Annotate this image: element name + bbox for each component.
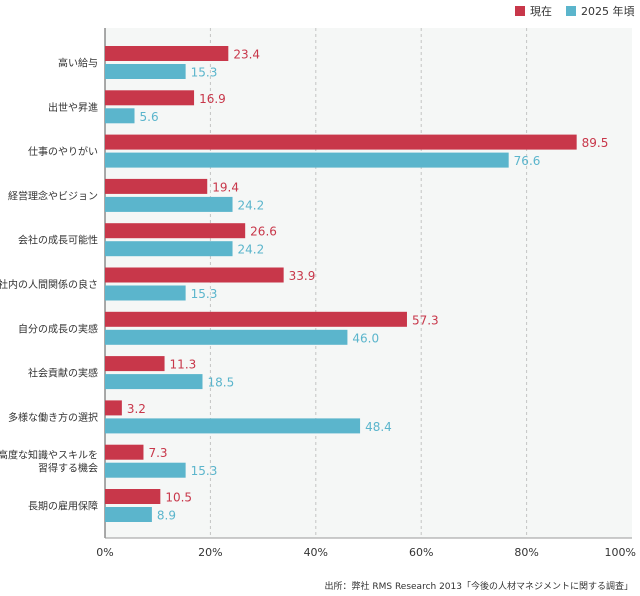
bar-future (105, 462, 186, 478)
data-label: 10.5 (165, 491, 192, 505)
plot-area (105, 28, 632, 538)
category-label: 高い給与 (58, 57, 98, 70)
category-label: 習得する機会 (38, 462, 98, 475)
data-label: 48.4 (365, 420, 392, 434)
data-label: 57.3 (412, 313, 439, 327)
data-label: 7.3 (148, 446, 167, 460)
bar-future (105, 507, 152, 522)
bar-current (105, 444, 144, 460)
data-label: 19.4 (212, 180, 239, 194)
bar-future (105, 329, 348, 345)
data-label: 11.3 (170, 358, 197, 372)
category-label: 自分の成長の実感 (18, 322, 98, 335)
bar-current (105, 90, 195, 106)
data-label: 5.6 (140, 110, 159, 124)
category-label: 経営理念やビジョン (8, 189, 98, 202)
data-label: 15.3 (191, 464, 218, 478)
bar-current (105, 356, 165, 372)
data-label: 23.4 (233, 48, 260, 62)
bar-current (105, 46, 229, 61)
data-label: 33.9 (289, 269, 316, 283)
legend-label: 2025 年頃 (581, 4, 635, 18)
data-label: 3.2 (127, 402, 146, 416)
data-label: 18.5 (207, 376, 234, 390)
legend-label: 現在 (530, 5, 552, 18)
x-tick-label: 0% (96, 546, 113, 559)
data-label: 8.9 (157, 509, 176, 523)
bar-current (105, 267, 284, 283)
bar-future (105, 374, 203, 390)
legend-swatch (515, 6, 525, 16)
bar-current (105, 223, 246, 239)
bar-future (105, 152, 509, 168)
data-label: 89.5 (582, 136, 609, 150)
category-label: 出世や昇進 (48, 101, 98, 114)
x-tick-label: 80% (514, 546, 538, 559)
bar-current (105, 489, 161, 504)
data-label: 76.6 (514, 154, 541, 168)
category-label: 高度な知識やスキルを (0, 449, 98, 462)
bar-future (105, 418, 361, 434)
data-label: 16.9 (199, 92, 226, 106)
category-label: 社会貢献の実感 (28, 367, 98, 380)
category-label: 長期の雇用保障 (28, 500, 98, 513)
category-label: 会社の成長可能性 (18, 234, 98, 247)
data-label: 26.6 (250, 225, 277, 239)
data-label: 46.0 (352, 331, 379, 345)
bar-current (105, 400, 122, 416)
bar-future (105, 108, 135, 124)
data-label: 24.2 (238, 198, 265, 212)
bar-future (105, 196, 233, 212)
data-label: 15.3 (191, 66, 218, 80)
x-tick-label: 40% (304, 546, 328, 559)
x-tick-label: 100% (605, 546, 636, 559)
category-label: 社内の人間関係の良さ (0, 278, 98, 291)
bar-future (105, 285, 186, 301)
bar-future (105, 241, 233, 257)
x-tick-label: 20% (198, 546, 222, 559)
x-tick-label: 60% (409, 546, 433, 559)
legend-swatch (566, 6, 576, 16)
bar-current (105, 311, 407, 327)
bar-current (105, 178, 208, 194)
category-label: 仕事のやりがい (28, 145, 98, 158)
category-label: 多様な働き方の選択 (8, 411, 98, 424)
data-label: 24.2 (238, 243, 265, 257)
source-note: 出所：弊社 RMS Research 2013「今後の人材マネジメントに関する調… (324, 580, 633, 592)
data-label: 15.3 (191, 287, 218, 301)
bar-future (105, 64, 186, 79)
bar-current (105, 134, 577, 150)
